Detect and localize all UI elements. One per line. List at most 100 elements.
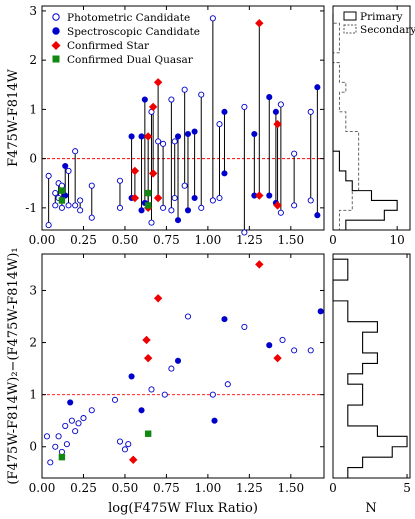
point-photometric (75, 420, 82, 427)
point-photometric (307, 197, 314, 204)
histogram-secondary (332, 13, 360, 231)
histogram-primary (332, 13, 398, 231)
legend-swatch-secondary (343, 24, 357, 34)
point-confirmed-star (130, 193, 140, 203)
point-photometric (168, 96, 175, 103)
point-photometric (72, 148, 79, 155)
x-tick-label: 0.50 (112, 233, 139, 247)
histogram-xlabel: N (365, 501, 376, 516)
legend-entry-spectroscopic: Spectroscopic Candidate (52, 26, 200, 38)
point-photometric (45, 172, 52, 179)
x-tick-label: 0.50 (112, 481, 139, 495)
point-spectroscopic (221, 316, 228, 323)
legend-label-secondary: Secondary (360, 24, 415, 36)
bottom-scatter-data (42, 260, 324, 466)
point-photometric (241, 229, 248, 236)
y-tick-label: 3 (29, 283, 37, 297)
point-spectroscopic (62, 162, 69, 170)
legend-marker-square (52, 55, 60, 63)
point-confirmed-star (153, 193, 163, 203)
point-photometric (241, 103, 248, 110)
point-spectroscopic (184, 130, 192, 138)
point-spectroscopic (221, 108, 228, 115)
point-confirmed-star (273, 119, 282, 129)
point-confirmed-star (255, 19, 264, 28)
point-spectroscopic (191, 194, 198, 202)
top-scatter-axes: 0.00 0.25 0.50 0.75 1.00 1.25 1.50 -1 0 1 2 3 (25, 4, 324, 247)
histogram-difference (332, 258, 408, 479)
y-tick-label: 1 (29, 102, 37, 116)
point-photometric (88, 407, 95, 414)
x-tick-label: 0 (329, 481, 337, 495)
top-histogram-data (332, 13, 398, 231)
point-confirmed-star (148, 102, 158, 112)
point-photometric (277, 101, 284, 108)
point-photometric (63, 441, 70, 448)
point-spectroscopic (184, 207, 192, 214)
point-confirmed-star (129, 455, 138, 464)
point-photometric (116, 204, 124, 211)
point-spectroscopic (174, 217, 182, 224)
point-photometric (161, 391, 168, 398)
point-spectroscopic (191, 128, 198, 135)
point-confirmed-dual-quasar (58, 197, 66, 204)
x-tick-label: 1.25 (236, 481, 263, 495)
point-photometric (198, 204, 205, 211)
point-spectroscopic (266, 94, 273, 101)
point-photometric (307, 108, 314, 115)
point-photometric (209, 197, 216, 204)
point-spectroscopic (128, 373, 135, 380)
point-photometric (291, 202, 298, 209)
x-tick-label: 0 (329, 233, 337, 247)
legend-entry-dual: Confirmed Dual Quasar (52, 54, 194, 66)
x-tick-label: 1.00 (195, 481, 222, 495)
point-spectroscopic (317, 308, 324, 315)
point-confirmed-star (143, 132, 153, 141)
point-photometric (171, 138, 178, 145)
y-tick-label: 0 (29, 440, 37, 454)
point-spectroscopic (251, 130, 258, 138)
point-photometric (47, 459, 54, 466)
point-spectroscopic (314, 84, 321, 91)
top-histogram-panel: 0 10 Primary Secondary (329, 5, 415, 247)
legend-marker-open-circle (52, 13, 60, 21)
top-scatter-frame (41, 5, 325, 231)
point-photometric (72, 202, 79, 209)
point-photometric (160, 204, 167, 211)
point-photometric (77, 207, 84, 214)
point-photometric (125, 441, 132, 448)
point-photometric (160, 140, 167, 147)
y-tick-label: 2 (29, 336, 37, 350)
y-tick-label: 1 (29, 388, 37, 402)
point-confirmed-dual-quasar (144, 202, 152, 209)
x-tick-label: 0.00 (29, 233, 56, 247)
legend-swatch-primary (343, 11, 357, 21)
histogram-legend: Primary Secondary (343, 11, 415, 36)
legend-label-spectroscopic: Spectroscopic Candidate (67, 26, 200, 38)
point-photometric (68, 417, 75, 424)
legend-label-dual: Confirmed Dual Quasar (67, 54, 194, 66)
point-confirmed-star (143, 353, 153, 363)
point-photometric (216, 121, 223, 128)
point-photometric (224, 381, 231, 388)
y-tick-label: 2 (29, 53, 37, 67)
point-photometric (168, 365, 175, 372)
point-spectroscopic (272, 108, 279, 115)
point-confirmed-star (273, 353, 282, 363)
point-photometric (55, 433, 62, 440)
point-confirmed-star (153, 78, 163, 87)
point-photometric (184, 313, 192, 320)
point-photometric (209, 15, 216, 22)
point-photometric (58, 448, 65, 456)
point-photometric (58, 204, 65, 211)
point-spectroscopic (266, 342, 273, 349)
point-photometric (155, 138, 162, 145)
legend-marker-diamond (51, 41, 61, 50)
bottom-scatter-panel: 0.00 0.25 0.50 0.75 1.00 1.25 1.50 0 1 2 3 (F475W-… (6, 247, 325, 516)
bottom-histogram-data (332, 258, 408, 479)
point-photometric (277, 209, 284, 216)
point-spectroscopic (266, 192, 273, 199)
point-spectroscopic (314, 212, 321, 219)
point-confirmed-star (153, 294, 163, 303)
